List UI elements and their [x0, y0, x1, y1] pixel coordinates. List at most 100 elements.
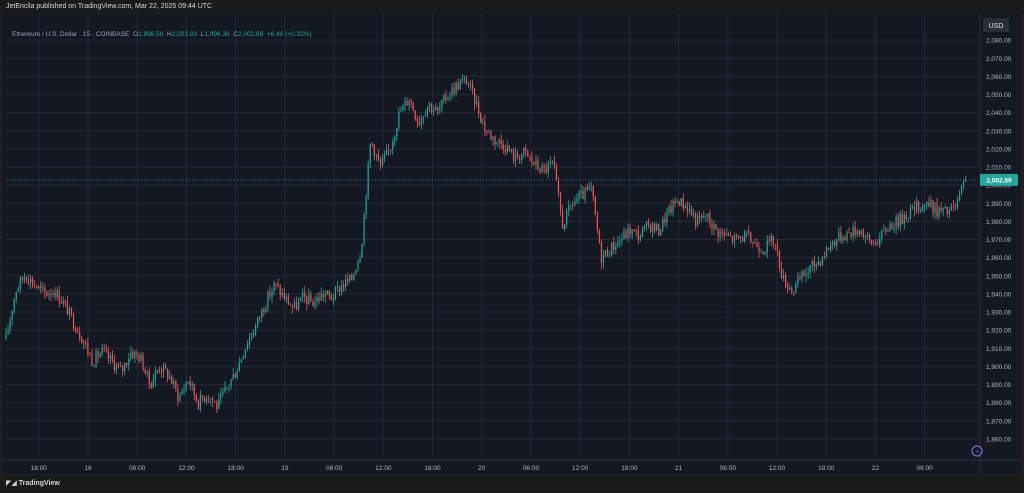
- y-tick-label: 2,040.00: [986, 110, 1012, 117]
- candle-body: [574, 201, 576, 206]
- candle-body: [314, 301, 316, 307]
- candle-body: [287, 296, 289, 305]
- currency-label[interactable]: USD: [989, 23, 1004, 30]
- candle-down: [87, 337, 89, 358]
- candle-down: [418, 116, 420, 127]
- tradingview-logo[interactable]: ◤◢ TradingView: [6, 475, 60, 493]
- candle-down: [711, 219, 713, 235]
- candle-body: [701, 215, 703, 218]
- candle-up: [920, 207, 922, 214]
- candle-body: [482, 121, 484, 123]
- time-axis[interactable]: 18:00 18 06:00 12:00 18:00 19 06:00 12:00 18:00 2…: [2, 459, 1021, 472]
- candle-body: [817, 261, 819, 265]
- candle-down: [658, 223, 660, 236]
- candle-down: [721, 228, 723, 239]
- candle-body: [478, 101, 480, 114]
- candle-body: [709, 213, 711, 224]
- candle-body: [422, 116, 425, 119]
- candle-down: [328, 289, 330, 300]
- candle-up: [482, 118, 484, 125]
- candle-body: [138, 354, 140, 362]
- candle-up: [879, 232, 881, 248]
- candle-down: [840, 225, 842, 244]
- chart-area[interactable]: 2,080.00 2,070.00 2,060.00 2,050.00 2,040.00…: [2, 14, 1021, 474]
- candle-body: [191, 383, 193, 386]
- candle-up: [660, 229, 662, 236]
- candle-body: [930, 199, 932, 208]
- candle-up: [821, 255, 824, 267]
- candle-up: [248, 332, 251, 349]
- candle-body: [383, 154, 386, 159]
- candle-body: [426, 106, 429, 115]
- candle-down: [351, 272, 353, 281]
- candle-body: [746, 231, 748, 233]
- candle-down: [330, 292, 332, 302]
- candle-down: [686, 201, 689, 218]
- candle-body: [523, 147, 525, 155]
- candle-up: [514, 147, 517, 167]
- currency-button-bg[interactable]: [983, 18, 1009, 32]
- candle-body: [516, 152, 519, 158]
- candle-down: [371, 142, 373, 148]
- candle-body: [318, 297, 320, 301]
- candle-body: [95, 351, 97, 366]
- candle-up: [641, 226, 643, 238]
- x-tick-label: 06:00: [326, 465, 343, 472]
- candle-down: [437, 106, 439, 116]
- candle-down: [858, 229, 860, 238]
- currency-button[interactable]: USD: [983, 18, 1009, 32]
- candle-body: [27, 280, 30, 284]
- candle-body: [514, 152, 517, 161]
- candle-body: [396, 127, 398, 137]
- candle-up: [817, 256, 819, 267]
- candle-body: [715, 224, 717, 230]
- candle-body: [731, 235, 734, 242]
- candle-down: [164, 362, 167, 370]
- candle-body: [295, 302, 298, 310]
- candle-up: [760, 248, 762, 253]
- candle-up: [38, 285, 40, 290]
- candle-down: [160, 366, 163, 378]
- candle-down: [844, 235, 846, 241]
- candle-body: [332, 299, 335, 300]
- candle-down: [373, 144, 375, 160]
- candle-body: [543, 165, 545, 168]
- candle-body: [893, 228, 895, 230]
- candle-body: [119, 365, 122, 367]
- candle-body: [920, 210, 922, 212]
- price-axis[interactable]: 2,080.00 2,070.00 2,060.00 2,050.00 2,040.00…: [979, 14, 1012, 474]
- candle-up: [433, 105, 435, 117]
- goto-realtime-icon[interactable]: +: [971, 445, 983, 457]
- candle-down: [827, 247, 830, 251]
- candle-down: [132, 348, 134, 359]
- candlestick-chart[interactable]: 2,080.00 2,070.00 2,060.00 2,050.00 2,040.00…: [2, 14, 1021, 474]
- candle-body: [469, 84, 472, 86]
- candle-up: [944, 204, 946, 210]
- candle-body: [803, 271, 805, 276]
- candle-body: [212, 398, 214, 402]
- candle-down: [629, 223, 631, 239]
- candle-down: [46, 290, 48, 297]
- candle-body: [103, 347, 105, 350]
- candle-up: [576, 193, 578, 204]
- candle-up: [915, 196, 918, 214]
- candle-down: [525, 144, 527, 157]
- close-value: 2,002.89: [237, 31, 264, 38]
- candle-down: [287, 292, 289, 305]
- candle-down: [60, 296, 62, 305]
- candle-down: [625, 228, 627, 240]
- candle-body: [521, 154, 523, 161]
- candle-up: [68, 304, 71, 320]
- candle-body: [639, 236, 641, 240]
- candle-body: [533, 161, 535, 165]
- candle-down: [529, 155, 531, 162]
- candle-body: [727, 233, 729, 236]
- candle-down: [85, 339, 87, 348]
- candle-down: [791, 286, 793, 295]
- candle-body: [68, 308, 71, 315]
- candle-down: [377, 149, 380, 162]
- candle-body: [834, 241, 836, 246]
- candle-body: [132, 352, 134, 358]
- candle-up: [191, 381, 193, 391]
- candle-up: [948, 206, 950, 219]
